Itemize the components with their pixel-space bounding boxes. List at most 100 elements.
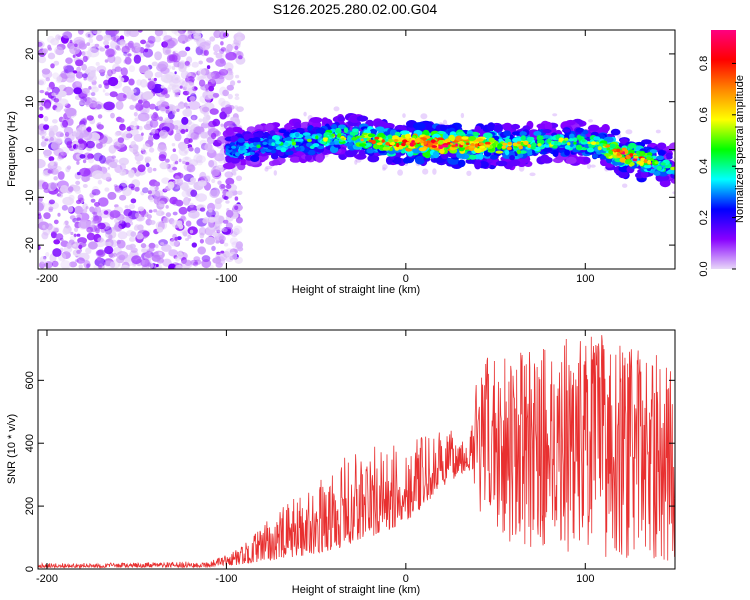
spectrogram-cell [97,249,106,257]
spectrogram-cell [209,36,216,42]
spectrogram-cell [180,215,186,221]
spectrogram-cell [285,136,293,142]
spectrogram-cell [86,126,92,133]
spectrogram-cell [51,92,56,97]
spectrogram-cell [523,140,529,145]
spectrogram-cell [125,244,133,250]
spectrogram-cell [236,31,242,36]
spectrogram-cell [151,61,158,67]
spectrogram-cell [159,94,166,102]
spectrogram-cell [55,106,62,113]
spectrogram-cell [174,105,182,111]
spectrogram-cell [38,214,42,220]
spectrogram-cell [497,143,503,149]
spectrogram-cell [179,123,188,132]
spectrogram-cell [155,220,168,231]
colorbar-ticks: 0.0 0.2 0.4 0.6 0.8 [698,56,736,277]
spectrogram-cell [382,164,388,170]
spectrogram-cell [53,147,64,157]
spectrogram-cell [220,47,227,52]
spectrogram-cell [157,61,169,70]
spectrogram-cell [56,193,62,197]
spectrogram-cell [152,133,160,140]
spectrogram-cell [47,169,52,174]
spectrogram-cell [229,142,235,146]
spectrogram-cell [590,141,597,146]
spectrogram-cell [98,197,109,207]
spectrogram-cell [438,145,444,149]
spectrogram-cell [597,146,602,151]
spectrogram-y-ticks: -20 -10 0 10 20 [24,48,675,253]
spectrogram-cell [121,221,128,229]
spectrogram-cell [168,263,177,269]
spectrogram-cell [227,93,233,100]
spectrogram-cell [141,248,148,253]
spectrogram-cell [506,146,512,151]
x-tick-label: 0 [403,273,409,285]
spectrogram-cell [154,30,163,37]
spectrogram-cell [212,44,221,53]
spectrogram-cell [527,144,532,148]
spectrogram-cell [572,137,578,142]
spectrogram-cell [72,70,78,74]
spectrogram-cell [516,149,521,155]
spectrogram-cell [232,225,243,235]
snr-y-label: SNR (10 * v/v) [6,414,18,484]
spectrogram-cell [158,200,166,208]
spectrogram-cell [52,125,59,133]
spectrogram-cell [127,53,132,57]
spectrogram-cell [41,68,51,75]
spectrogram-cell [131,46,141,53]
spectrogram-cell [536,123,547,129]
spectrogram-cell [110,261,116,268]
spectrogram-cell [165,212,172,218]
spectrogram-cell [119,194,127,201]
spectrogram-cell [225,222,233,230]
spectrogram-cell [65,224,70,229]
colorbar-tick-label: 0.2 [698,210,710,225]
spectrogram-cell [43,152,51,158]
spectrogram-cell [237,190,243,195]
spectrogram-cell [180,216,187,222]
spectrogram-cell [142,151,148,155]
spectrogram-cell [466,170,472,176]
spectrogram-cell [53,176,58,181]
spectrogram-cell [199,41,211,51]
spectrogram-cell [432,151,440,159]
spectrogram-cell [542,129,552,134]
spectrogram-cell [159,161,169,170]
spectrogram-cell [55,233,64,241]
spectrogram-cell [337,115,345,122]
spectrogram-cell [217,180,222,185]
spectrogram-cell [461,136,469,140]
spectrogram-cell [375,120,388,128]
spectrogram-cell [502,142,508,146]
spectrogram-cell [110,68,117,75]
spectrogram-cell [129,236,136,242]
spectrogram-cell [133,151,140,157]
spectrogram-cell [142,109,148,113]
spectrogram-cell [128,78,135,86]
spectrogram-cell [163,35,173,42]
spectrogram-cell [479,145,486,149]
spectrogram-cell [63,222,66,226]
spectrogram-cell [125,55,130,59]
spectrogram-cell [73,87,82,95]
spectrogram-cell [82,131,93,141]
snr-panel: -200 -100 0 100 0 200 400 600 Height of straig… [6,329,676,596]
spectrogram-cell [117,40,126,47]
spectrogram-cell [414,140,421,143]
spectrogram-cell [145,44,151,49]
spectrogram-cell [124,56,132,65]
snr-x-label: Height of straight line (km) [292,584,420,596]
spectrogram-cell [531,142,537,148]
spectrogram-cell [381,139,385,143]
spectrogram-cell [86,48,100,58]
spectrogram-cell [98,135,108,144]
spectrogram-cell [90,198,96,203]
spectrogram-cell [177,34,189,44]
spectrogram-cell [209,264,214,269]
spectrogram-cell [222,89,230,97]
spectrogram-cell [187,100,201,110]
spectrogram-cell [153,77,157,82]
